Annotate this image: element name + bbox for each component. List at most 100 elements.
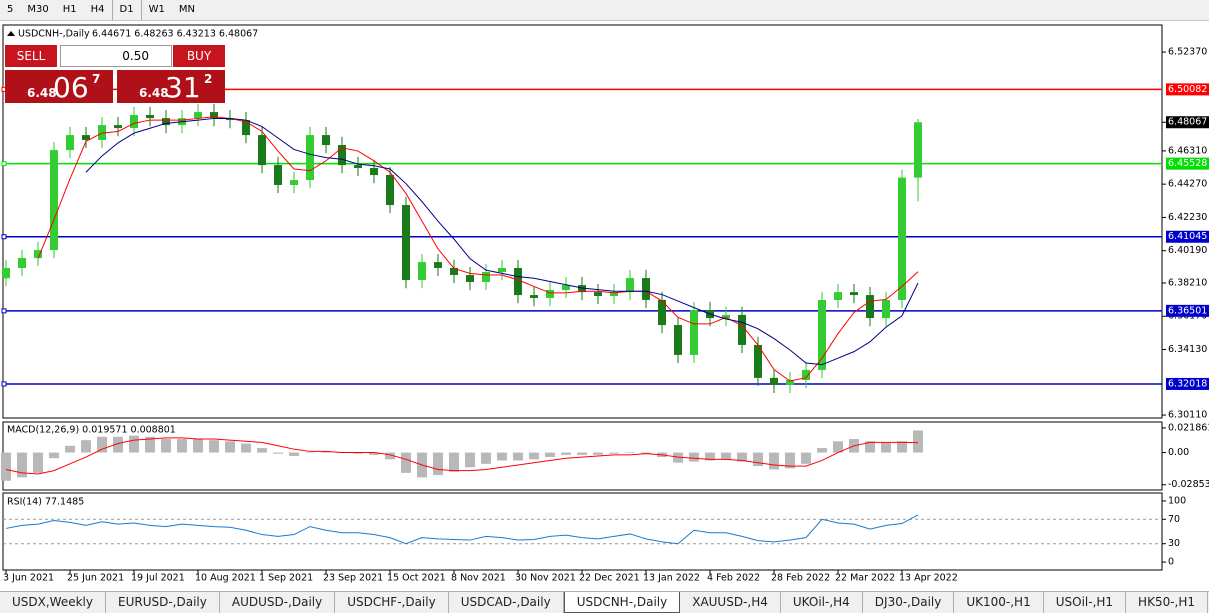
x-tick-label: 1 Sep 2021 bbox=[259, 573, 313, 584]
bid-main: 06 bbox=[53, 71, 89, 104]
panel-frame bbox=[2, 24, 1163, 419]
ask-small: 6.48 bbox=[139, 86, 169, 100]
candle-body bbox=[642, 278, 650, 300]
ask-price[interactable]: 6.48 31 2 bbox=[117, 70, 225, 104]
macd-bar bbox=[721, 452, 731, 460]
bid-price[interactable]: 6.48 06 7 bbox=[5, 70, 113, 104]
y-tick-label: 6.52370 bbox=[1168, 47, 1207, 58]
chart-tab[interactable]: DJ30-,Daily bbox=[863, 592, 955, 613]
candle-body bbox=[594, 292, 602, 297]
candle-body bbox=[194, 112, 202, 119]
y-tick-label: 0 bbox=[1168, 557, 1174, 568]
x-tick-label: 13 Apr 2022 bbox=[899, 573, 958, 584]
chart-tab[interactable]: USDX,Weekly bbox=[0, 592, 106, 613]
macd-bar bbox=[49, 452, 59, 459]
candle-body bbox=[818, 299, 826, 370]
candle-body bbox=[898, 177, 906, 300]
macd-bar bbox=[561, 452, 571, 455]
x-tick-label: 19 Jul 2021 bbox=[131, 573, 185, 584]
timeframe-toolbar: 5 M30 H1 H4 D1 W1 MN bbox=[0, 0, 1209, 21]
timeframe-button[interactable]: W1 bbox=[148, 4, 165, 15]
rsi-line bbox=[5, 514, 919, 545]
macd-bar bbox=[833, 441, 843, 453]
timeframe-button[interactable]: M30 bbox=[27, 4, 49, 15]
candle-body bbox=[242, 120, 250, 136]
macd-bar bbox=[433, 452, 443, 476]
candle-body bbox=[338, 145, 346, 166]
chart-tab[interactable]: UKOil-,H4 bbox=[781, 592, 863, 613]
timeframe-button[interactable]: 5 bbox=[7, 4, 14, 15]
candle-body bbox=[418, 262, 426, 281]
sell-button[interactable]: SELL bbox=[5, 45, 57, 67]
macd-bar bbox=[593, 452, 603, 455]
level-label: 6.32018 bbox=[1168, 378, 1207, 389]
chart-tab[interactable]: USOil-,H1 bbox=[1044, 592, 1127, 613]
chart-tab[interactable]: HK50-,H1 bbox=[1126, 592, 1209, 613]
macd-bar bbox=[193, 439, 203, 453]
chart-tab[interactable]: XAUUSD-,H4 bbox=[680, 592, 781, 613]
macd-bar bbox=[33, 452, 43, 473]
macd-bar bbox=[17, 452, 27, 478]
chart-tab[interactable]: EURUSD-,Daily bbox=[106, 592, 220, 613]
macd-bar bbox=[705, 452, 715, 461]
y-tick-label: 6.34130 bbox=[1168, 344, 1207, 355]
candle-body bbox=[914, 122, 922, 178]
macd-bar bbox=[881, 442, 891, 453]
x-tick-label: 22 Dec 2021 bbox=[579, 573, 640, 584]
macd-bar bbox=[801, 452, 811, 464]
x-tick-label: 15 Oct 2021 bbox=[387, 573, 446, 584]
macd-bar bbox=[81, 440, 91, 453]
x-tick-label: 4 Feb 2022 bbox=[707, 573, 760, 584]
macd-bar bbox=[513, 452, 523, 461]
x-tick-label: 23 Sep 2021 bbox=[323, 573, 383, 584]
macd-signal bbox=[5, 437, 919, 475]
candle-body bbox=[562, 285, 570, 290]
candle-body bbox=[50, 150, 58, 251]
candle-body bbox=[18, 258, 26, 268]
chart-tab[interactable]: UK100-,H1 bbox=[954, 592, 1044, 613]
macd-bar bbox=[641, 452, 651, 454]
candle-body bbox=[162, 118, 170, 126]
chart-tab[interactable]: USDCNH-,Daily bbox=[563, 592, 681, 613]
candle-body bbox=[450, 267, 458, 275]
macd-bar bbox=[785, 452, 795, 469]
timeframe-button[interactable]: D1 bbox=[111, 0, 142, 20]
x-tick-label: 10 Aug 2021 bbox=[195, 573, 256, 584]
macd-bar bbox=[257, 448, 267, 453]
timeframe-button[interactable]: MN bbox=[178, 4, 195, 15]
macd-bar bbox=[769, 452, 779, 470]
macd-bar bbox=[497, 452, 507, 461]
macd-bar bbox=[529, 452, 539, 460]
level-handle bbox=[1, 234, 7, 240]
x-tick-label: 22 Mar 2022 bbox=[835, 573, 895, 584]
last-price-label: 6.48067 bbox=[1168, 117, 1207, 128]
y-tick-label: 6.30110 bbox=[1168, 410, 1207, 421]
macd-bar bbox=[737, 452, 747, 462]
macd-bar bbox=[913, 430, 923, 453]
chart-tab[interactable]: USDCAD-,Daily bbox=[449, 592, 564, 613]
candle-body bbox=[386, 175, 394, 206]
macd-bar bbox=[369, 452, 379, 455]
y-tick-label: 6.44270 bbox=[1168, 179, 1207, 190]
chart-window: 6.52370 6.46310 6.44270 6.42230 6.40190 6.382… bbox=[1, 24, 1209, 584]
chart-tab[interactable]: USDCHF-,Daily bbox=[335, 592, 449, 613]
buy-button[interactable]: BUY bbox=[173, 45, 225, 67]
moving-average bbox=[85, 117, 919, 366]
last-price-box bbox=[1166, 116, 1209, 129]
macd-bar bbox=[113, 436, 123, 453]
timeframe-button[interactable]: H4 bbox=[90, 4, 105, 15]
candle-body bbox=[34, 250, 42, 259]
level-label-box bbox=[1166, 230, 1209, 243]
timeframe-button[interactable]: H1 bbox=[62, 4, 77, 15]
lot-input[interactable]: 0.50 bbox=[60, 45, 172, 67]
level-label: 6.45528 bbox=[1168, 158, 1207, 169]
candle-body bbox=[866, 295, 874, 319]
macd-bar bbox=[305, 452, 315, 454]
candle-body bbox=[210, 112, 218, 119]
candle-body bbox=[834, 292, 842, 300]
macd-bar bbox=[865, 441, 875, 453]
chart-tab[interactable]: AUDUSD-,Daily bbox=[220, 592, 336, 613]
y-tick-label: 0.021861 bbox=[1168, 422, 1209, 433]
bid-sup: 7 bbox=[92, 72, 101, 86]
candle-body bbox=[434, 262, 442, 268]
